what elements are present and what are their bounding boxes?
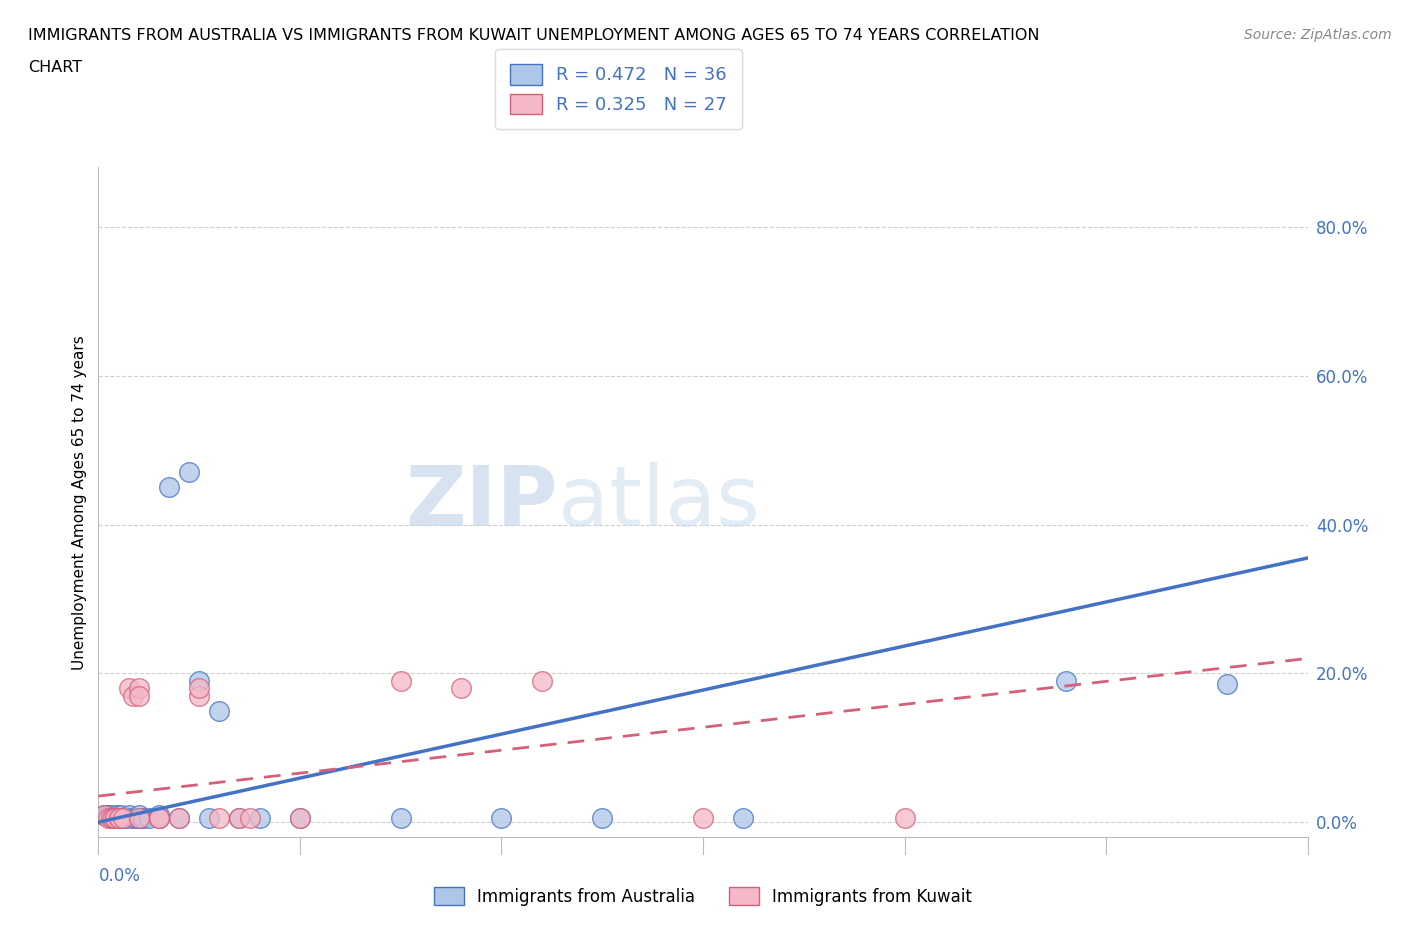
Point xyxy=(249,811,271,826)
Point xyxy=(118,681,141,696)
Point xyxy=(893,811,915,826)
Point xyxy=(167,811,190,826)
Text: atlas: atlas xyxy=(558,461,759,543)
Point xyxy=(530,673,553,688)
Point xyxy=(128,811,150,826)
Point xyxy=(128,811,150,826)
Point xyxy=(97,807,120,822)
Point xyxy=(591,811,613,826)
Point xyxy=(110,807,132,822)
Point xyxy=(118,807,141,822)
Point xyxy=(148,807,170,822)
Point xyxy=(128,688,150,703)
Text: 0.0%: 0.0% xyxy=(98,867,141,885)
Text: IMMIGRANTS FROM AUSTRALIA VS IMMIGRANTS FROM KUWAIT UNEMPLOYMENT AMONG AGES 65 T: IMMIGRANTS FROM AUSTRALIA VS IMMIGRANTS … xyxy=(28,28,1039,43)
Point xyxy=(111,811,134,826)
Point xyxy=(288,811,311,826)
Point xyxy=(107,811,129,826)
Point xyxy=(239,811,262,826)
Point xyxy=(105,807,128,822)
Point xyxy=(157,480,180,495)
Point xyxy=(101,811,124,826)
Point xyxy=(101,811,124,826)
Point xyxy=(114,811,136,826)
Point xyxy=(103,811,125,826)
Point xyxy=(132,811,155,826)
Point xyxy=(128,811,150,826)
Point xyxy=(100,807,122,822)
Point xyxy=(128,681,150,696)
Point xyxy=(389,673,412,688)
Legend: R = 0.472   N = 36, R = 0.325   N = 27: R = 0.472 N = 36, R = 0.325 N = 27 xyxy=(495,49,741,129)
Point xyxy=(148,811,170,826)
Text: Source: ZipAtlas.com: Source: ZipAtlas.com xyxy=(1244,28,1392,42)
Point xyxy=(96,807,118,822)
Point xyxy=(692,811,714,826)
Point xyxy=(121,688,143,703)
Legend: Immigrants from Australia, Immigrants from Kuwait: Immigrants from Australia, Immigrants fr… xyxy=(427,881,979,912)
Point xyxy=(228,811,250,826)
Point xyxy=(491,811,513,826)
Point xyxy=(124,811,146,826)
Point xyxy=(107,811,129,826)
Text: CHART: CHART xyxy=(28,60,82,75)
Point xyxy=(208,811,231,826)
Point xyxy=(97,811,120,826)
Point xyxy=(208,703,231,718)
Point xyxy=(198,811,221,826)
Point xyxy=(188,681,211,696)
Point xyxy=(93,807,115,822)
Point xyxy=(111,811,134,826)
Text: ZIP: ZIP xyxy=(405,461,558,543)
Point xyxy=(148,811,170,826)
Point xyxy=(167,811,190,826)
Point xyxy=(228,811,250,826)
Point xyxy=(103,811,125,826)
Point xyxy=(93,807,115,822)
Point xyxy=(389,811,412,826)
Point xyxy=(177,465,201,480)
Y-axis label: Unemployment Among Ages 65 to 74 years: Unemployment Among Ages 65 to 74 years xyxy=(72,335,87,670)
Point xyxy=(188,688,211,703)
Point xyxy=(128,807,150,822)
Point xyxy=(450,681,472,696)
Point xyxy=(188,673,211,688)
Point xyxy=(100,811,122,826)
Point xyxy=(1216,677,1239,692)
Point xyxy=(148,811,170,826)
Point xyxy=(120,811,142,826)
Point xyxy=(1054,673,1077,688)
Point xyxy=(733,811,755,826)
Point xyxy=(138,811,160,826)
Point xyxy=(288,811,311,826)
Point xyxy=(107,811,129,826)
